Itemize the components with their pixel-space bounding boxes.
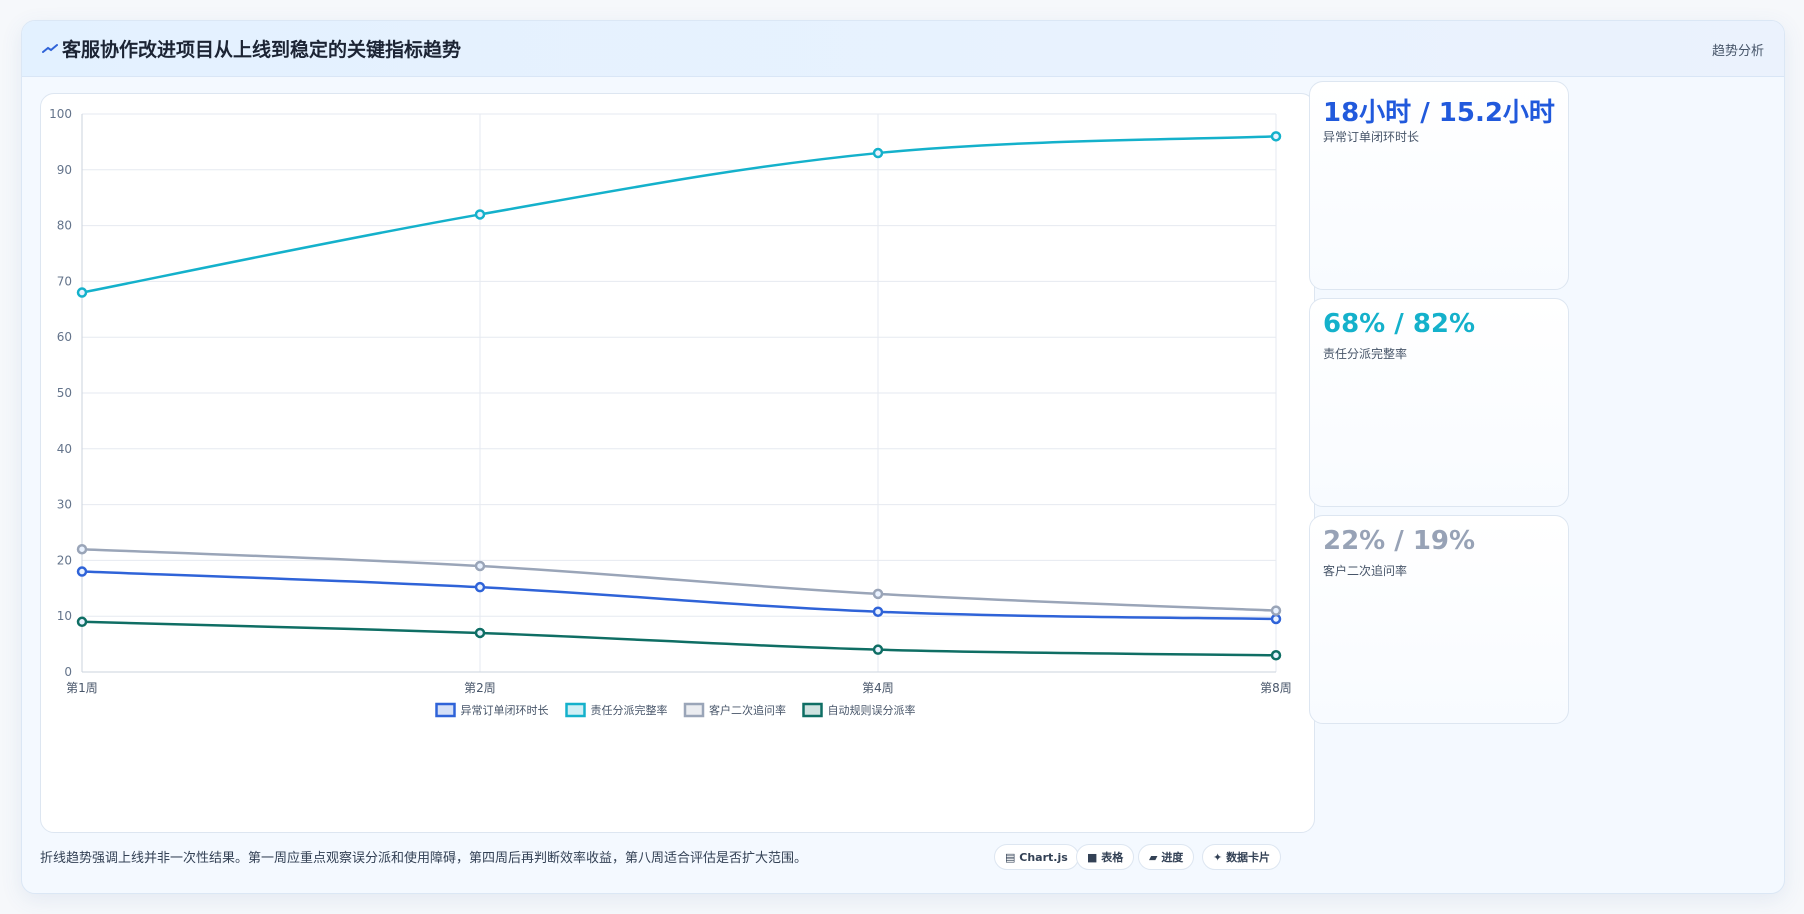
y-tick-label: 80: [57, 219, 72, 233]
data-point[interactable]: [76, 287, 88, 298]
y-tick-label: 60: [57, 330, 72, 344]
dashboard-card: 客服协作改进项目从上线到稳定的关键指标趋势 趋势分析 0 10 20 30 40 50 60…: [21, 20, 1785, 894]
legend-item[interactable]: 自动规则误分派率: [802, 702, 916, 718]
table-icon: ■: [1087, 851, 1098, 864]
data-point[interactable]: [1270, 131, 1282, 142]
legend-label: 异常订单闭环时长: [461, 704, 549, 717]
series-line-0: [81, 570, 1277, 621]
data-point[interactable]: [1270, 650, 1282, 661]
page-title: 客服协作改进项目从上线到稳定的关键指标趋势: [62, 39, 462, 61]
chip-data-card[interactable]: ✦ 数据卡片: [1202, 844, 1282, 870]
kpi-card-assignment-rate: 68% / 82% 责任分派完整率: [1309, 298, 1569, 507]
x-tick-label: 第4周: [862, 681, 894, 695]
kpi-card-followup-rate: 22% / 19% 客户二次追问率: [1309, 515, 1569, 724]
kpi-label: 责任分派完整率: [1323, 347, 1408, 361]
data-point[interactable]: [1270, 605, 1282, 616]
legend-swatch: [683, 702, 705, 718]
legend-swatch: [802, 702, 823, 718]
x-tick-label: 第1周: [66, 681, 98, 695]
chip-label: Chart.js: [1019, 851, 1068, 864]
series-line-3: [81, 620, 1277, 657]
legend-swatch: [435, 702, 456, 718]
data-point[interactable]: [872, 147, 884, 159]
y-tick-label: 40: [57, 442, 72, 456]
x-tick-label: 第8周: [1260, 681, 1292, 695]
trend-analysis-label[interactable]: 趋势分析: [1711, 44, 1764, 59]
chart-icon: ▤: [1005, 851, 1016, 864]
kpi-card-closure-time: 18小时 / 15.2小时 异常订单闭环时长: [1309, 81, 1569, 290]
data-point[interactable]: [76, 543, 88, 555]
chip-table[interactable]: ■ 表格: [1076, 844, 1135, 870]
series-line-1: [81, 135, 1277, 294]
data-point[interactable]: [1270, 613, 1282, 625]
chip-label: 进度: [1161, 851, 1184, 864]
legend-item[interactable]: 异常订单闭环时长: [435, 702, 549, 718]
data-point[interactable]: [474, 581, 486, 593]
data-point[interactable]: [474, 560, 486, 572]
kpi-value: 22% / 19%: [1323, 526, 1476, 556]
chip-progress[interactable]: ▰ 进度: [1138, 844, 1195, 870]
chip-chartjs[interactable]: ▤ Chart.js: [994, 844, 1079, 870]
series-line-2: [81, 547, 1277, 612]
kpi-label: 客户二次追问率: [1323, 564, 1408, 578]
legend-label: 客户二次追问率: [709, 703, 786, 717]
y-tick-label: 90: [57, 163, 72, 177]
y-tick-label: 0: [64, 665, 72, 679]
card-header: 客服协作改进项目从上线到稳定的关键指标趋势 趋势分析: [22, 21, 1784, 77]
legend-item[interactable]: 客户二次追问率: [683, 702, 786, 718]
data-point[interactable]: [76, 566, 88, 577]
card-icon: ✦: [1213, 851, 1223, 864]
chart-line-icon: [42, 44, 58, 53]
y-tick-label: 10: [57, 609, 72, 623]
chart-panel: 0 10 20 30 40 50 60 70 80 90 100 第1周 第2周 第4周 第8周异常订单闭环…: [40, 93, 1315, 833]
data-point[interactable]: [76, 616, 88, 628]
chip-label: 数据卡片: [1226, 851, 1271, 864]
data-point[interactable]: [872, 644, 884, 655]
kpi-value: 18小时 / 15.2小时: [1323, 98, 1555, 128]
data-point[interactable]: [474, 209, 486, 220]
legend-swatch: [565, 702, 586, 718]
y-tick-label: 50: [57, 386, 72, 400]
y-tick-label: 20: [57, 553, 72, 567]
legend-item[interactable]: 责任分派完整率: [565, 702, 668, 718]
chip-label: 表格: [1101, 851, 1124, 864]
legend-label: 责任分派完整率: [591, 703, 668, 717]
legend-label: 自动规则误分派率: [828, 703, 916, 717]
kpi-label: 异常订单闭环时长: [1323, 130, 1420, 144]
data-point[interactable]: [474, 627, 486, 639]
data-point[interactable]: [872, 588, 884, 600]
y-tick-label: 100: [49, 107, 72, 121]
x-tick-label: 第2周: [464, 681, 496, 695]
progress-icon: ▰: [1149, 851, 1158, 864]
line-chart: 0 10 20 30 40 50 60 70 80 90 100 第1周 第2周 第4周 第8周异常订单闭环…: [49, 107, 1292, 718]
y-tick-label: 70: [57, 274, 72, 288]
data-point[interactable]: [872, 606, 884, 617]
kpi-value: 68% / 82%: [1323, 309, 1476, 339]
footer-note: 折线趋势强调上线并非一次性结果。第一周应重点观察误分派和使用障碍，第四周后再判断…: [40, 851, 808, 866]
y-tick-label: 30: [57, 498, 72, 512]
